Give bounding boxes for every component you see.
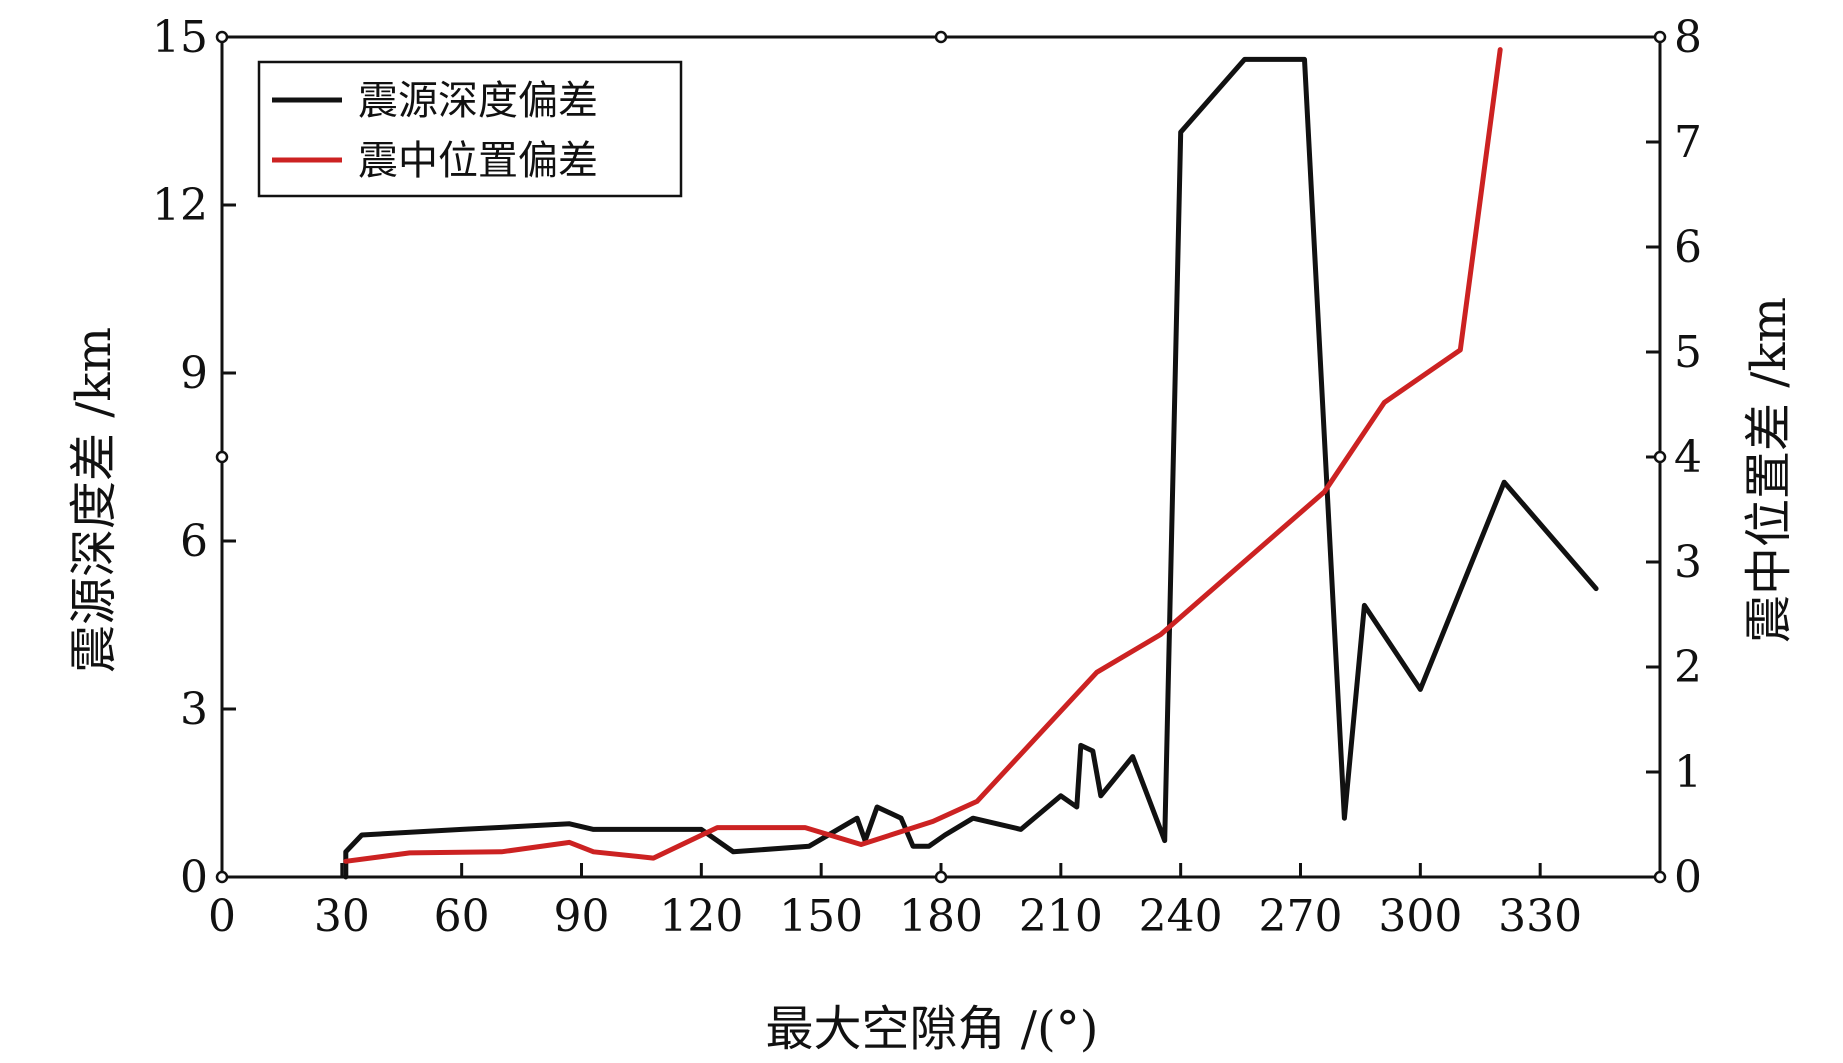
frame-marker	[215, 870, 229, 884]
legend: 震源深度偏差 震中位置偏差	[257, 60, 683, 198]
frame-marker	[1653, 870, 1667, 884]
x-tick-label: 240	[1139, 891, 1223, 942]
frame-marker	[934, 30, 948, 44]
right-y-tick-label: 5	[1674, 327, 1702, 378]
x-tick-label: 150	[779, 891, 863, 942]
right-y-tick-label: 0	[1674, 852, 1702, 903]
x-tick-label: 330	[1498, 891, 1582, 942]
right-y-tick-label: 6	[1674, 222, 1702, 273]
x-tick-label: 120	[659, 891, 743, 942]
left-y-tick-label: 0	[180, 852, 208, 903]
legend-label-depth: 震源深度偏差	[358, 78, 598, 124]
x-axis-title: 最大空隙角 /(°)	[766, 1001, 1099, 1057]
right-y-tick-label: 3	[1674, 537, 1702, 588]
right-y-tick-label: 2	[1674, 642, 1702, 693]
x-tick-label: 60	[434, 891, 490, 942]
right-y-tick-label: 7	[1674, 117, 1702, 168]
right-y-axis-ticks: 0 1 2 3 4 5 6 7 8	[1646, 12, 1702, 903]
left-y-tick-label: 9	[180, 348, 208, 399]
series-line-0	[343, 56, 1599, 880]
x-tick-label: 0	[208, 891, 236, 942]
legend-box	[257, 60, 683, 198]
legend-label-epicenter: 震中位置偏差	[358, 138, 598, 184]
x-tick-label: 30	[314, 891, 370, 942]
plot-frame	[215, 30, 1667, 884]
left-y-tick-label: 6	[180, 516, 208, 567]
plot-lines	[343, 47, 1599, 880]
right-y-tick-label: 8	[1674, 12, 1702, 63]
frame-marker	[215, 30, 229, 44]
frame-marker	[215, 450, 229, 464]
x-tick-label: 270	[1259, 891, 1343, 942]
x-axis-ticks: 0 30 60 90 120 150 180 210 240 270 300 330	[208, 863, 1582, 942]
x-tick-label: 210	[1019, 891, 1103, 942]
frame-marker	[1653, 450, 1667, 464]
left-y-tick-label: 15	[152, 12, 208, 63]
frame-marker	[1653, 30, 1667, 44]
right-y-tick-label: 4	[1674, 432, 1702, 483]
left-y-tick-label: 3	[180, 684, 208, 735]
left-y-axis-title: 震源深度差 /km	[66, 327, 122, 673]
x-tick-label: 300	[1378, 891, 1462, 942]
series-line-1	[343, 47, 1503, 864]
left-y-tick-label: 12	[152, 180, 208, 231]
x-tick-label: 180	[899, 891, 983, 942]
right-y-tick-label: 1	[1674, 747, 1702, 798]
x-tick-label: 90	[554, 891, 610, 942]
frame-marker	[934, 870, 948, 884]
right-y-axis-title: 震中位置差 /km	[1741, 297, 1797, 643]
